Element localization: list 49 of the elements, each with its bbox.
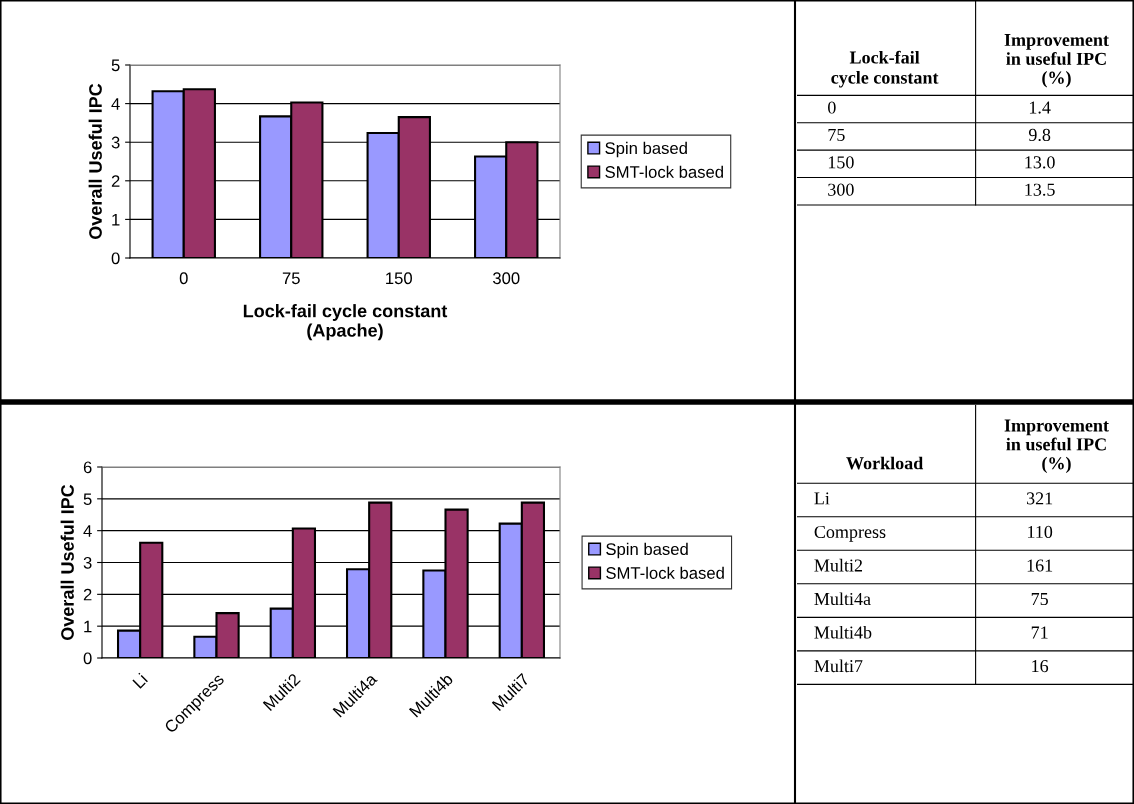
- category-label: Compress: [814, 525, 886, 542]
- y-tick-label: 3: [83, 556, 92, 569]
- data-label: 110: [1028, 525, 1053, 539]
- category-label: 75: [828, 128, 845, 141]
- text: Workload: [846, 456, 924, 470]
- category-label: 150: [828, 156, 854, 169]
- data-label: 16: [1032, 660, 1049, 673]
- category-label: Multi2: [814, 558, 863, 572]
- text: Improvement in useful IPC (%): [1004, 34, 1109, 88]
- category-label: Multi4b: [814, 625, 872, 639]
- category-label: Multi4a: [814, 592, 871, 606]
- y-tick-label: 1: [84, 620, 92, 633]
- data-label: 1.4: [1029, 101, 1051, 114]
- y-tick-label: 2: [111, 175, 120, 187]
- data-label: 161: [1027, 559, 1053, 572]
- y-tick-label: 4: [111, 98, 120, 110]
- legend-label: Spin based: [606, 542, 688, 559]
- y-tick-label: 3: [111, 136, 120, 149]
- y-tick-label: 5: [83, 493, 92, 506]
- category-label: Li: [814, 492, 830, 505]
- x-axis-title: Lock-fail cycle constant (Apache): [243, 304, 448, 341]
- data-label: 9.8: [1028, 128, 1051, 142]
- y-tick-label: 2: [83, 588, 92, 601]
- data-label: 321: [1026, 492, 1053, 505]
- data-label: 13.0: [1025, 156, 1055, 169]
- legend-label: SMT-lock based: [606, 566, 724, 579]
- x-tick-label: Li: [131, 672, 148, 689]
- category-label: Multi7: [814, 659, 863, 673]
- legend-label: SMT-lock based: [605, 165, 723, 178]
- category-label: 0: [828, 101, 836, 114]
- text: Lock-fail cycle constant: [831, 50, 939, 88]
- data-label: 75: [1031, 593, 1048, 606]
- y-tick-label: 0: [111, 252, 120, 265]
- y-tick-label: 4: [83, 525, 92, 537]
- category-label: 300: [828, 183, 854, 196]
- x-tick-label: 300: [492, 272, 520, 285]
- y-tick-label: 5: [111, 59, 120, 72]
- y-tick-label: 0: [83, 652, 92, 665]
- x-tick-label: 75: [282, 272, 300, 285]
- y-axis-title: Overall Useful IPC: [60, 484, 74, 641]
- legend-label: Spin based: [605, 141, 687, 158]
- text: Improvement in useful IPC (%): [1004, 419, 1109, 473]
- y-tick-label: 1: [112, 213, 120, 226]
- x-tick-label: 0: [179, 272, 188, 285]
- y-axis-title: Overall Useful IPC: [88, 83, 102, 240]
- data-label: 71: [1031, 626, 1048, 639]
- x-tick-label: 150: [386, 272, 412, 285]
- data-label: 13.5: [1025, 183, 1055, 196]
- y-tick-label: 6: [83, 461, 92, 474]
